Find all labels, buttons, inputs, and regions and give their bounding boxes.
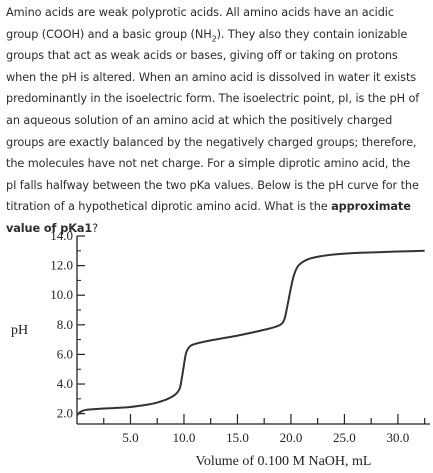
question-line: when the pH is altered. When an amino ac… bbox=[6, 70, 417, 84]
y-tick-label: 6.0 bbox=[57, 346, 73, 361]
y-tick-label: 4.0 bbox=[57, 376, 73, 391]
question-line: an aqueous solution of an amino acid at … bbox=[6, 113, 393, 127]
y-axis-label: pH bbox=[11, 323, 28, 338]
question-line: the molecules have not net charge. For a… bbox=[6, 157, 411, 171]
x-axis-label: Volume of 0.100 M NaOH, mL bbox=[196, 454, 372, 469]
titration-curve bbox=[76, 249, 425, 416]
y-tick-label: 10.0 bbox=[50, 287, 73, 302]
x-tick-label: 15.0 bbox=[226, 430, 249, 445]
x-tick-label: 25.0 bbox=[333, 430, 356, 445]
x-axis: 5.0 10.0 15.0 20.0 25.0 30.0 bbox=[77, 414, 430, 445]
x-tick-label: 30.0 bbox=[387, 430, 410, 445]
question-line: value of pKa1? bbox=[6, 218, 430, 240]
question-text: Amino acids are weak polyprotic acids. A… bbox=[6, 2, 430, 240]
y-tick-label: 2.0 bbox=[57, 406, 73, 421]
question-line: groups are exactly balanced by the negat… bbox=[6, 135, 417, 149]
question-line: predominantly in the isoelectric form. T… bbox=[6, 92, 420, 106]
question-line: Amino acids are weak polyprotic acids. A… bbox=[6, 6, 394, 19]
question-line: groups that act as weak acids or bases, … bbox=[6, 49, 398, 63]
y-tick-label: 8.0 bbox=[57, 317, 73, 332]
question-line: group (COOH) and a basic group (NH2). Th… bbox=[6, 24, 430, 46]
x-tick-label: 10.0 bbox=[173, 430, 196, 445]
question-line-part: titration of a hypothetical diprotic ami… bbox=[6, 200, 332, 214]
x-tick-label: 20.0 bbox=[280, 430, 303, 445]
series-group bbox=[76, 249, 425, 416]
y-tick-label: 14.0 bbox=[50, 228, 73, 243]
question-line-part: ? bbox=[92, 221, 99, 235]
question-emphasis: approximate bbox=[331, 200, 411, 214]
subscript: 2 bbox=[211, 33, 217, 43]
question-line-part: group (COOH) and a basic group (NH bbox=[6, 27, 212, 41]
y-tick-label: 12.0 bbox=[50, 258, 73, 273]
y-axis: 2.0 4.0 6.0 8.0 10.0 12.0 14.0 bbox=[50, 228, 85, 424]
x-tick-label: 5.0 bbox=[122, 430, 138, 445]
question-line: titration of a hypothetical diprotic ami… bbox=[6, 196, 430, 218]
question-line: pI falls halfway between the two pKa val… bbox=[6, 178, 419, 192]
question-line-part: ). They also they contain ionizable bbox=[216, 27, 408, 41]
question-emphasis: value of pKa1 bbox=[6, 221, 93, 235]
